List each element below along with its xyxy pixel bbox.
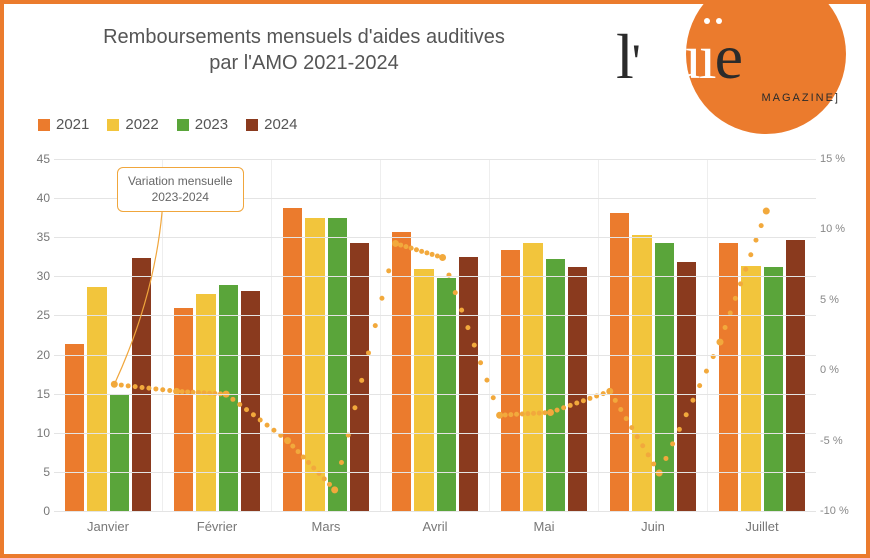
- plot-area: JanvierFévrierMarsAvrilMaiJuinJuillet Va…: [54, 159, 816, 512]
- y-axis-right-label: -10 %: [820, 505, 854, 517]
- legend-label: 2022: [125, 116, 158, 133]
- bar: [610, 213, 629, 511]
- legend-swatch: [246, 119, 258, 131]
- bar: [219, 285, 238, 511]
- logo-wordmark: l'ouıe: [616, 20, 741, 94]
- legend-item: 2024: [246, 116, 297, 133]
- bar: [568, 267, 587, 511]
- y-axis-left-label: 5: [26, 465, 50, 479]
- legend-item: 2021: [38, 116, 89, 133]
- bar: [764, 267, 783, 511]
- bar: [283, 208, 302, 511]
- bar: [305, 218, 324, 511]
- bars: [610, 159, 696, 511]
- bar-group: Juillet: [708, 159, 816, 511]
- legend-item: 2023: [177, 116, 228, 133]
- gridline: [54, 394, 816, 395]
- bar: [87, 287, 106, 511]
- bar: [110, 394, 129, 511]
- x-axis-label: Mars: [272, 511, 380, 534]
- bar: [65, 344, 84, 511]
- y-axis-right-label: 10 %: [820, 223, 854, 235]
- y-axis-left-label: 25: [26, 308, 50, 322]
- bar-group: Juin: [599, 159, 708, 511]
- chart-area: JanvierFévrierMarsAvrilMaiJuinJuillet Va…: [24, 159, 856, 540]
- bar: [328, 218, 347, 511]
- callout-box: Variation mensuelle2023-2024: [117, 167, 244, 212]
- y-axis-right-label: -5 %: [820, 435, 854, 447]
- bar: [655, 243, 674, 511]
- legend-swatch: [38, 119, 50, 131]
- y-axis-left-label: 20: [26, 348, 50, 362]
- gridline: [54, 355, 816, 356]
- bar: [132, 258, 151, 511]
- legend-label: 2023: [195, 116, 228, 133]
- y-axis-left-label: 15: [26, 387, 50, 401]
- bar: [241, 291, 260, 511]
- gridline: [54, 237, 816, 238]
- x-axis-label: Février: [163, 511, 271, 534]
- gridline: [54, 276, 816, 277]
- gridline: [54, 159, 816, 160]
- bar: [677, 262, 696, 511]
- bar: [741, 266, 760, 511]
- bars: [392, 159, 478, 511]
- legend-label: 2021: [56, 116, 89, 133]
- bar: [523, 243, 542, 511]
- bar-group: Mars: [272, 159, 381, 511]
- bar: [392, 232, 411, 511]
- x-axis-label: Mai: [490, 511, 598, 534]
- y-axis-left-label: 45: [26, 152, 50, 166]
- bar: [196, 294, 215, 511]
- y-axis-left-label: 35: [26, 230, 50, 244]
- x-axis-label: Juillet: [708, 511, 816, 534]
- bar: [719, 243, 738, 511]
- y-axis-left-label: 40: [26, 191, 50, 205]
- legend: 2021 2022 2023 2024: [38, 116, 298, 133]
- brand-logo: l'ouıe MAGAZINE]: [616, 0, 846, 134]
- y-axis-right-label: 15 %: [820, 153, 854, 165]
- y-axis-left-label: 0: [26, 504, 50, 518]
- x-axis-label: Janvier: [54, 511, 162, 534]
- legend-label: 2024: [264, 116, 297, 133]
- x-axis-label: Avril: [381, 511, 489, 534]
- gridline: [54, 433, 816, 434]
- bar-group: Mai: [490, 159, 599, 511]
- bar-group: Avril: [381, 159, 490, 511]
- bar: [546, 259, 565, 511]
- bar: [350, 243, 369, 511]
- y-axis-left-label: 30: [26, 269, 50, 283]
- legend-item: 2022: [107, 116, 158, 133]
- y-axis-left-label: 10: [26, 426, 50, 440]
- bars: [283, 159, 369, 511]
- bar: [786, 240, 805, 511]
- y-axis-right-label: 0 %: [820, 364, 854, 376]
- logo-subtitle: MAGAZINE]: [761, 92, 840, 104]
- legend-swatch: [107, 119, 119, 131]
- x-axis-label: Juin: [599, 511, 707, 534]
- gridline: [54, 315, 816, 316]
- bars: [501, 159, 587, 511]
- bars: [719, 159, 805, 511]
- gridline: [54, 511, 816, 512]
- bar: [414, 269, 433, 511]
- bar: [174, 308, 193, 511]
- chart-title: Remboursements mensuels d'aides auditive…: [44, 24, 564, 76]
- gridline: [54, 472, 816, 473]
- y-axis-right-label: 5 %: [820, 294, 854, 306]
- legend-swatch: [177, 119, 189, 131]
